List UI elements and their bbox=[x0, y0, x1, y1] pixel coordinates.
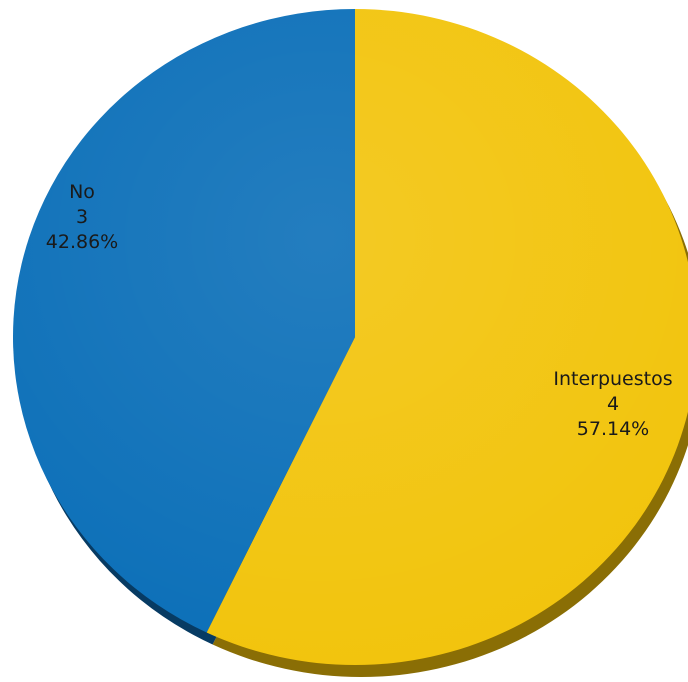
pie-slices bbox=[13, 8, 688, 665]
pie-gloss-overlay bbox=[13, 9, 688, 665]
data-label-value: 4 bbox=[607, 393, 619, 415]
data-label-category: No bbox=[69, 181, 95, 203]
data-label-value: 3 bbox=[76, 206, 88, 228]
pie-data-labels: Interpuestos 4 57.14% No 3 42.86% bbox=[46, 181, 673, 440]
data-label-percent: 57.14% bbox=[577, 418, 649, 440]
data-label-no: No 3 42.86% bbox=[46, 181, 118, 253]
data-label-percent: 42.86% bbox=[46, 231, 118, 253]
data-label-category: Interpuestos bbox=[553, 368, 672, 390]
data-label-interpuestos: Interpuestos 4 57.14% bbox=[553, 368, 672, 440]
